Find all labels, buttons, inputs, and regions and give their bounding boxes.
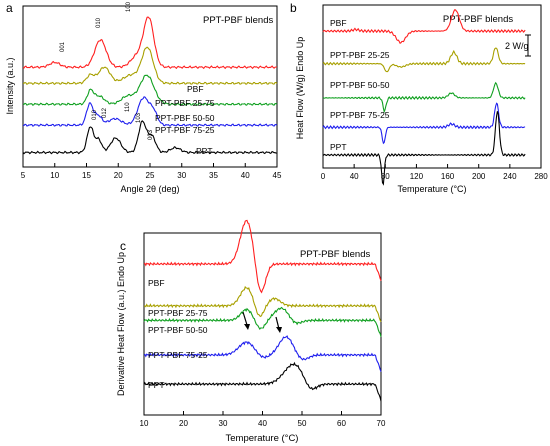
series-group-b: [322, 9, 526, 186]
panel-letter-c: c: [120, 239, 126, 253]
series-line: [143, 306, 382, 337]
peak-label: 012: [102, 107, 108, 118]
series-line: [143, 361, 382, 402]
chart-title-b: PPT-PBF blends: [443, 14, 513, 25]
x-axis-label-c: Temperature (°C): [226, 433, 299, 444]
x-tick-label: 30: [219, 419, 228, 428]
x-tick-label: 15: [82, 171, 91, 180]
series-label: PPT-PBF 75-25: [330, 110, 390, 120]
x-tick-label: 70: [377, 419, 386, 428]
series-label: PPT-PBF 75-25: [148, 350, 208, 360]
series-group-c: [143, 219, 382, 402]
series-line: [22, 16, 277, 70]
x-tick-label: 30: [177, 171, 186, 180]
y-axis-label-c: Derivative Heat Flow (a.u.) Endo Up: [116, 252, 126, 396]
series-line: [143, 335, 382, 372]
peak-label: 100: [126, 1, 132, 12]
panel-letter-a: a: [6, 1, 13, 15]
x-tick-label: 10: [140, 419, 149, 428]
x-tick-label: 80: [381, 172, 390, 181]
x-axis-label-a: Angle 2θ (deg): [120, 184, 179, 194]
x-tick-label: 0: [321, 172, 326, 181]
series-line: [322, 102, 526, 145]
series-label: PPT-PBF 25-75: [155, 98, 215, 108]
x-tick-label: 40: [258, 419, 267, 428]
x-ticks-c: 10 20 30 40 50 60 70: [140, 411, 386, 428]
series-label: PPT-PBF 75-25: [155, 125, 215, 135]
x-tick-label: 60: [337, 419, 346, 428]
peak-labels-a: 001 010 100 010 012 003 110 103: [60, 1, 154, 140]
peak-label: 003: [148, 129, 154, 140]
series-line: [143, 219, 382, 294]
x-tick-label: 5: [21, 171, 26, 180]
plot-frame-a: [22, 5, 278, 168]
arrow-left-head: [244, 324, 250, 330]
arrow-right-head: [276, 327, 282, 333]
arrow-left: [242, 311, 248, 326]
x-axis-label-b: Temperature (°C): [397, 184, 466, 194]
series-label: PBF: [187, 84, 204, 94]
chart-title-c: PPT-PBF blends: [300, 249, 370, 260]
x-tick-label: 280: [534, 172, 548, 181]
series-line: [23, 46, 278, 86]
series-line: [143, 285, 382, 323]
series-labels-b: PBF PPT-PBF 25-25 PPT-PBF 50-50 PPT-PBF 75-…: [330, 18, 390, 152]
series-label: PPT-PBF 50-50: [148, 325, 208, 335]
series-label: PPT: [196, 146, 213, 156]
series-line: [322, 47, 526, 73]
x-tick-label: 10: [50, 171, 59, 180]
series-label: PPT: [330, 142, 347, 152]
x-tick-label: 40: [241, 171, 250, 180]
plot-frame-b: [322, 4, 542, 169]
x-tick-label: 50: [298, 419, 307, 428]
series-label: PPT: [148, 380, 165, 390]
x-ticks-a: 5 10 15 20 25 30 35 40 45: [21, 163, 282, 180]
peak-label: 010: [96, 17, 102, 28]
series-label: PBF: [330, 18, 347, 28]
x-tick-label: 160: [441, 172, 455, 181]
x-tick-label: 20: [114, 171, 123, 180]
x-tick-label: 120: [410, 172, 424, 181]
series-line: [322, 111, 526, 186]
series-group-a: [22, 16, 278, 155]
scale-bar: 2 W/g: [505, 34, 531, 57]
series-line: [322, 9, 526, 44]
series-label: PPT-PBF 50-50: [330, 80, 390, 90]
x-tick-label: 240: [503, 172, 517, 181]
series-line: [23, 74, 278, 106]
series-line: [322, 81, 526, 114]
peak-label: 103: [136, 112, 142, 123]
x-tick-label: 200: [472, 172, 486, 181]
x-tick-label: 45: [273, 171, 282, 180]
panel-letter-b: b: [290, 1, 297, 15]
scale-bar-label: 2 W/g: [505, 41, 529, 51]
x-tick-label: 35: [209, 171, 218, 180]
x-tick-label: 20: [179, 419, 188, 428]
chart-title-a: PPT-PBF blends: [203, 15, 273, 26]
peak-label: 010: [92, 109, 98, 120]
series-label: PBF: [148, 278, 165, 288]
series-label: PPT-PBF 50-50: [155, 113, 215, 123]
y-axis-label-a: Intensity (a.u.): [5, 57, 15, 114]
x-tick-label: 25: [146, 171, 155, 180]
peak-label: 001: [60, 41, 66, 52]
series-label: PPT-PBF 25-25: [330, 50, 390, 60]
plot-frame-c: [143, 232, 382, 416]
panel-a: a PPT-PBF blends 5 10 15 20 25 30 35 40 45 PBF PP…: [5, 1, 282, 194]
y-axis-label-b: Heat Flow (W/g) Endo Up: [295, 37, 305, 140]
annotation-arrows: [242, 311, 282, 333]
series-label: PPT-PBF 25-75: [148, 308, 208, 318]
peak-label: 110: [125, 102, 131, 112]
series-labels-a: PBF PPT-PBF 25-75 PPT-PBF 50-50 PPT-PBF 75-…: [155, 84, 215, 156]
x-tick-label: 40: [350, 172, 359, 181]
panel-c: c PPT-PBF blends 10 20 30 40 50 60 70 PBF PPT-P…: [116, 219, 386, 444]
panel-b: b PPT-PBF blends 0 40 80 120 160 200 240 280 PB…: [290, 1, 548, 194]
series-line: [23, 96, 278, 127]
series-line: [22, 120, 278, 155]
x-ticks-b: 0 40 80 120 160 200 240 280: [321, 164, 548, 181]
series-labels-c: PBF PPT-PBF 25-75 PPT-PBF 50-50 PPT-PBF 75-…: [148, 278, 208, 390]
